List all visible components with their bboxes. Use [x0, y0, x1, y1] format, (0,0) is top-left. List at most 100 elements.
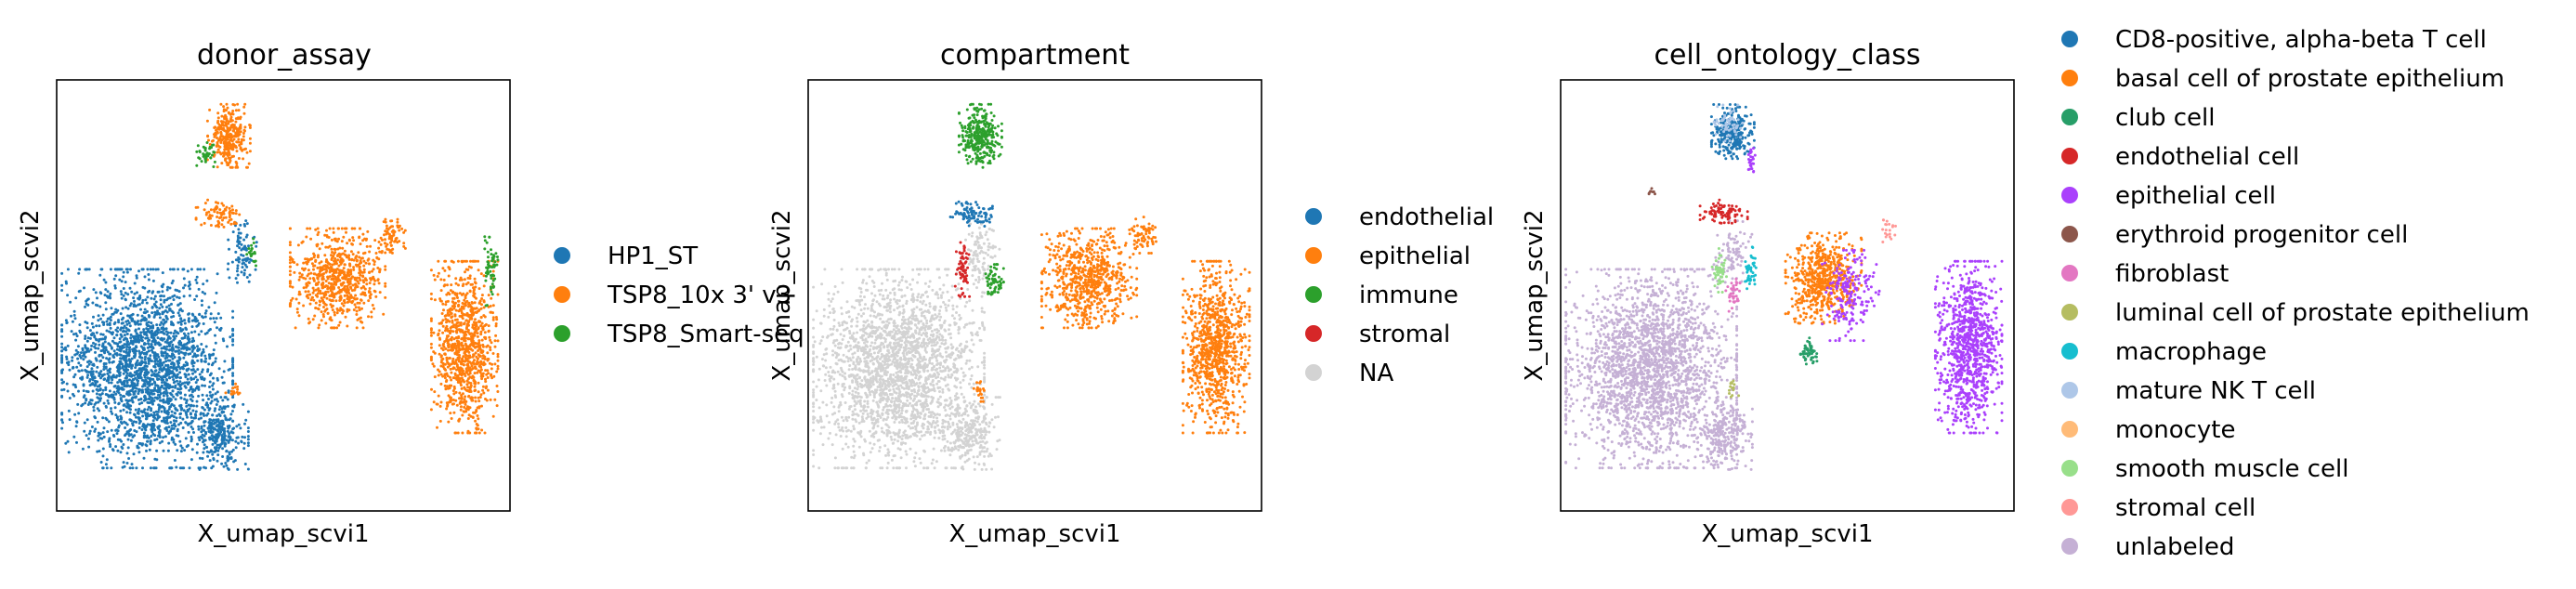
scatter-point — [288, 261, 292, 265]
scatter-point — [447, 266, 451, 269]
scatter-point — [951, 308, 955, 311]
scatter-point — [96, 420, 99, 424]
scatter-point — [148, 384, 151, 387]
scatter-point — [248, 124, 252, 126]
scatter-point — [130, 364, 134, 368]
scatter-point — [85, 418, 89, 422]
scatter-point — [201, 384, 204, 387]
scatter-point — [432, 400, 436, 404]
scatter-point — [147, 361, 150, 365]
scatter-point — [449, 412, 452, 415]
scatter-point — [240, 253, 243, 256]
scatter-point — [174, 412, 177, 415]
scatter-point — [127, 346, 131, 349]
scatter-point — [199, 268, 203, 271]
scatter-point — [466, 268, 470, 271]
scatter-point — [494, 334, 498, 337]
scatter-point — [158, 396, 162, 399]
scatter-point — [104, 463, 108, 466]
scatter-point — [467, 265, 471, 268]
scatter-point — [140, 428, 144, 431]
scatter-point — [92, 288, 96, 292]
scatter-point — [234, 120, 238, 124]
scatter-point — [243, 463, 247, 465]
scatter-point — [203, 434, 206, 438]
scatter-point — [355, 313, 359, 316]
scatter-point — [124, 421, 127, 425]
scatter-point — [481, 388, 485, 392]
scatter-point — [471, 416, 475, 419]
scatter-point — [216, 272, 219, 276]
scatter-point — [447, 313, 451, 317]
scatter-point — [473, 359, 476, 362]
scatter-point — [229, 437, 232, 440]
scatter-point — [92, 362, 96, 366]
scatter-point — [477, 431, 481, 435]
scatter-point — [344, 315, 347, 319]
scatter-point — [119, 409, 123, 412]
scatter-point — [302, 304, 306, 308]
scatter-point — [207, 329, 211, 333]
scatter-point — [129, 302, 133, 306]
scatter-point — [196, 378, 200, 382]
scatter-point — [484, 279, 488, 282]
scatter-point — [324, 245, 328, 249]
scatter-point — [86, 437, 90, 440]
scatter-point — [177, 268, 180, 271]
scatter-point — [245, 165, 248, 169]
scatter-point — [440, 312, 444, 315]
scatter-point — [188, 340, 191, 344]
scatter-point — [216, 116, 220, 120]
scatter-point — [294, 297, 298, 301]
scatter-point — [472, 375, 476, 379]
scatter-point — [151, 324, 154, 328]
scatter-point — [80, 404, 84, 408]
scatter-point — [230, 148, 234, 151]
scatter-point — [384, 238, 386, 242]
scatter-point — [340, 283, 344, 287]
scatter-point — [245, 276, 249, 279]
scatter-point — [204, 345, 208, 348]
panel-donor-assay: donor_assay X_umap_scvi1 X_umap_scvi2 HP… — [17, 39, 804, 548]
scatter-point — [212, 317, 216, 321]
scatter-point — [295, 263, 299, 267]
scatter-point — [240, 248, 243, 252]
scatter-point — [153, 413, 156, 417]
scatter-point — [196, 144, 200, 148]
scatter-point — [198, 467, 202, 471]
scatter-point — [91, 301, 95, 305]
scatter-point — [466, 360, 470, 363]
scatter-point — [113, 321, 117, 324]
scatter-point — [172, 424, 176, 427]
scatter-point — [165, 399, 169, 403]
scatter-point — [131, 435, 135, 438]
scatter-point — [189, 412, 192, 416]
scatter-point — [231, 372, 235, 375]
scatter-point — [111, 374, 114, 378]
scatter-point — [311, 286, 315, 290]
scatter-point — [159, 405, 163, 409]
scatter-point — [198, 312, 202, 316]
scatter-point — [219, 326, 223, 330]
scatter-point — [147, 357, 150, 360]
scatter-point — [461, 360, 464, 363]
scatter-point — [454, 301, 457, 305]
scatter-point — [137, 349, 141, 353]
scatter-point — [242, 157, 245, 161]
scatter-point — [87, 362, 91, 366]
scatter-point — [98, 273, 102, 277]
scatter-point — [73, 373, 77, 376]
scatter-point — [441, 302, 445, 306]
scatter-point — [362, 285, 366, 289]
scatter-point — [112, 277, 116, 281]
scatter-point — [151, 279, 155, 282]
scatter-point — [456, 299, 460, 303]
scatter-point — [76, 357, 80, 360]
scatter-point — [145, 327, 149, 331]
scatter-point — [372, 277, 375, 281]
scatter-point — [457, 304, 461, 308]
scatter-point — [444, 300, 448, 304]
scatter-point — [490, 367, 493, 371]
scatter-point — [212, 457, 216, 460]
scatter-point — [152, 411, 156, 414]
